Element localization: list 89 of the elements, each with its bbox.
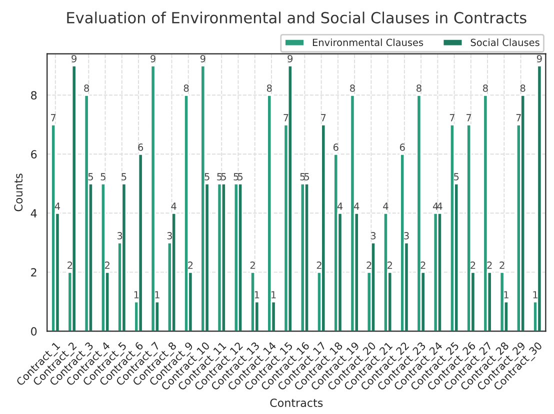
data-label: 8	[483, 84, 488, 92]
data-label: 4	[432, 202, 438, 210]
data-label: 8	[520, 84, 526, 92]
data-label: 6	[333, 144, 338, 151]
data-label: 2	[487, 262, 492, 269]
data-label: 5	[454, 173, 459, 180]
data-label: 7	[51, 114, 56, 122]
bar	[184, 94, 190, 332]
bar	[350, 94, 356, 332]
bar	[171, 212, 177, 332]
data-label: 9	[536, 54, 542, 62]
bar	[416, 94, 422, 332]
y-tick-label: 0	[31, 327, 37, 336]
data-label: 7	[516, 114, 521, 122]
y-tick-label: 2	[31, 268, 36, 276]
data-label: 7	[466, 114, 472, 122]
y-tick-label: 6	[31, 150, 37, 159]
data-label: 2	[68, 262, 72, 269]
data-label: 3	[117, 232, 122, 240]
bar	[536, 64, 542, 332]
data-label: 2	[316, 262, 322, 269]
data-label: 2	[104, 262, 110, 269]
data-label: 1	[533, 291, 538, 298]
data-label: 5	[221, 173, 226, 180]
data-label: 2	[250, 262, 255, 269]
data-label: 7	[321, 114, 326, 122]
chart-title: Evaluation of Environmental and Social Clauses in Contracts	[67, 12, 526, 24]
y-tick-label: 8	[31, 91, 37, 100]
data-label: 8	[84, 84, 89, 92]
bar	[138, 153, 144, 332]
y-axis-title: Counts	[14, 174, 23, 212]
data-label: 5	[217, 173, 222, 180]
data-label: 3	[370, 232, 376, 240]
x-axis-title: Contracts	[270, 398, 323, 408]
data-label: 1	[134, 291, 139, 298]
bar	[436, 212, 443, 332]
data-label: 1	[504, 291, 508, 298]
data-label: 6	[400, 144, 405, 151]
bar	[320, 124, 326, 332]
bar	[520, 94, 526, 332]
data-label: 5	[204, 173, 210, 180]
data-label: 9	[72, 54, 77, 62]
bar	[466, 124, 472, 332]
data-label: 2	[387, 262, 392, 269]
bar	[482, 94, 488, 332]
bar	[71, 64, 77, 332]
data-label: 2	[420, 262, 426, 269]
data-label: 9	[200, 54, 206, 62]
data-label: 5	[304, 173, 310, 180]
data-label: 4	[171, 202, 176, 210]
data-label: 5	[300, 173, 305, 180]
data-label: 3	[404, 232, 409, 240]
legend-label: Environmental Clauses	[312, 38, 424, 46]
bar	[150, 64, 156, 332]
data-label: 4	[54, 202, 60, 210]
data-label: 1	[254, 291, 260, 298]
data-label: 5	[100, 173, 106, 180]
data-label: 1	[155, 291, 160, 298]
data-label: 6	[138, 144, 144, 151]
data-label: 9	[150, 54, 156, 62]
data-label: 3	[167, 232, 172, 240]
data-label: 4	[437, 202, 442, 210]
data-label: 8	[266, 84, 272, 92]
data-label: 2	[470, 262, 476, 269]
bar	[220, 182, 226, 332]
data-label: 8	[350, 84, 355, 92]
bar	[121, 182, 127, 332]
legend-label: Social Clauses	[470, 38, 540, 46]
bar	[370, 242, 376, 332]
data-label: 2	[188, 262, 193, 269]
data-label: 5	[88, 173, 93, 180]
data-label: 5	[122, 173, 126, 180]
data-label: 7	[450, 114, 454, 122]
bar	[266, 94, 272, 332]
data-label: 5	[234, 173, 238, 180]
data-label: 4	[383, 202, 388, 210]
bar	[238, 182, 244, 332]
data-label: 2	[366, 262, 372, 269]
bar	[287, 64, 293, 332]
data-label: 8	[184, 84, 189, 92]
data-label: 9	[288, 54, 293, 62]
data-label: 7	[284, 114, 288, 122]
bar	[304, 182, 310, 332]
y-tick-label: 4	[30, 209, 37, 218]
data-label: 4	[354, 202, 360, 210]
data-label: 5	[238, 173, 243, 180]
data-label: 1	[272, 291, 276, 298]
data-label: 2	[500, 262, 504, 269]
data-label: 8	[416, 84, 422, 92]
